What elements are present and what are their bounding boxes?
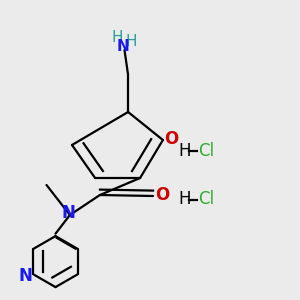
Text: O: O xyxy=(155,185,169,203)
Text: H: H xyxy=(178,190,191,208)
Text: N: N xyxy=(117,39,129,54)
Text: O: O xyxy=(164,130,178,148)
Text: N: N xyxy=(19,267,33,285)
Text: N: N xyxy=(61,204,75,222)
Text: H: H xyxy=(111,30,123,45)
Text: Cl: Cl xyxy=(198,190,214,208)
Text: Cl: Cl xyxy=(198,142,214,160)
Text: H: H xyxy=(125,34,137,49)
Text: H: H xyxy=(178,142,191,160)
